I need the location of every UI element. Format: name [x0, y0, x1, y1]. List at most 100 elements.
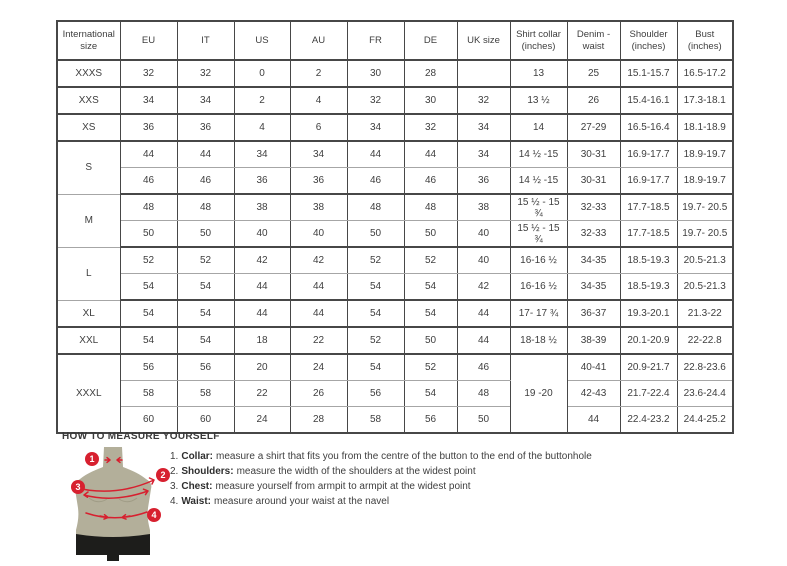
- table-row-xxl: XXL 54 54 18 22 52 50 44 18-18 ½ 38-39 2…: [56, 327, 734, 355]
- measure-point-4-badge: [147, 508, 161, 522]
- table-cell: 18.9-19.7: [676, 167, 734, 195]
- measure-item-text: measure yourself from armpit to armpit a…: [215, 481, 471, 492]
- table-cell: 30-31: [566, 141, 621, 168]
- table-cell: 16-16 ½: [509, 273, 568, 301]
- table-cell: 15.4-16.1: [619, 87, 678, 115]
- table-cell: 54: [119, 273, 178, 301]
- table-cell: 16.9-17.7: [619, 167, 678, 195]
- table-cell: [456, 60, 511, 88]
- table-cell: 42: [456, 273, 511, 301]
- table-cell: 52: [119, 247, 178, 274]
- table-cell: 22: [289, 327, 348, 355]
- measure-point-badges: 1 2 3 4: [71, 452, 170, 522]
- table-cell: 36: [233, 167, 291, 195]
- table-cell: 44: [456, 327, 511, 355]
- table-cell: 6: [289, 114, 348, 142]
- table-cell: 56: [176, 354, 235, 381]
- size-chart-table: International size EU IT US AU FR DE UK …: [56, 20, 734, 434]
- table-row-xl: XL 54 54 44 44 54 54 44 17- 17 ¾ 36-37 1…: [56, 300, 734, 328]
- table-cell: 18.1-18.9: [676, 114, 734, 142]
- table-cell: 32-33: [566, 220, 621, 248]
- table-cell: 18-18 ½: [509, 327, 568, 355]
- table-cell: 44: [233, 300, 291, 328]
- table-cell: 13 ½: [509, 87, 568, 115]
- table-row-xxxl-3: 60 60 24 28 58 56 50 44 22.4-23.2 24.4-2…: [57, 406, 734, 434]
- table-cell: 56: [346, 380, 405, 407]
- table-cell: 24: [289, 354, 348, 381]
- table-cell: 48: [176, 194, 235, 221]
- table-cell: 4: [233, 114, 291, 142]
- measure-item-label: Collar:: [181, 451, 214, 462]
- col-header-de: DE: [403, 21, 458, 61]
- table-cell: 46: [119, 167, 178, 195]
- table-cell: 34: [176, 87, 235, 115]
- table-cell: 36: [119, 114, 178, 142]
- table-cell: 52: [403, 354, 458, 381]
- measure-point-2-badge: [156, 468, 170, 482]
- table-cell: 19 -20: [509, 354, 568, 434]
- table-cell: 36-37: [566, 300, 621, 328]
- table-cell: 52: [346, 327, 405, 355]
- table-cell: 15 ½ - 15 ¾: [509, 194, 568, 221]
- table-cell: 32: [456, 87, 511, 115]
- table-row-l-1: L 52 52 42 42 52 52 40 16-16 ½ 34-35 18.…: [56, 247, 734, 301]
- table-cell: 19.3-20.1: [619, 300, 678, 328]
- table-cell: 46: [403, 167, 458, 195]
- table-cell: 44: [346, 141, 405, 168]
- table-cell: 36: [289, 167, 348, 195]
- table-cell: 32: [403, 114, 458, 142]
- col-header-us: US: [233, 21, 291, 61]
- col-header-bust: Bust (inches): [676, 21, 734, 61]
- table-cell: 42: [233, 247, 291, 274]
- size-label-cell: S: [56, 141, 121, 195]
- table-cell: 44: [119, 141, 178, 168]
- table-cell: 25: [566, 60, 621, 88]
- mannequin-torso: [74, 447, 152, 555]
- table-cell: 30-31: [566, 167, 621, 195]
- table-cell: 54: [403, 300, 458, 328]
- table-cell: 38: [233, 194, 291, 221]
- measure-item-text: measure a shirt that fits you from the c…: [216, 451, 592, 462]
- table-cell: 48: [403, 194, 458, 221]
- table-cell: 16.5-16.4: [619, 114, 678, 142]
- table-cell: 32: [119, 60, 178, 88]
- table-cell: 30: [403, 87, 458, 115]
- table-cell: 18: [233, 327, 291, 355]
- table-cell: 50: [403, 327, 458, 355]
- table-cell: 48: [346, 194, 405, 221]
- mannequin-shorts-tab: [107, 555, 119, 561]
- mannequin-illustration: 1 2 3 4: [71, 447, 170, 561]
- table-cell: 22-22.8: [676, 327, 734, 355]
- table-cell: 40: [456, 247, 511, 274]
- table-cell: 16-16 ½: [509, 247, 568, 274]
- table-row-xxxs: XXXS 32 32 0 2 30 28 13 25 15.1-15.7 16.…: [56, 60, 734, 88]
- table-cell: 2: [233, 87, 291, 115]
- table-row-xxs: XXS 34 34 2 4 32 30 32 13 ½ 26 15.4-16.1…: [56, 87, 734, 115]
- table-cell: 44: [456, 300, 511, 328]
- table-cell: 46: [176, 167, 235, 195]
- table-cell: 52: [176, 247, 235, 274]
- table-cell: 46: [456, 354, 511, 381]
- table-cell: 54: [346, 273, 405, 301]
- table-cell: 34: [456, 114, 511, 142]
- table-cell: 58: [346, 406, 405, 434]
- table-cell: 48: [119, 194, 178, 221]
- table-cell: 54: [176, 273, 235, 301]
- col-header-shoulder: Shoulder (inches): [619, 21, 678, 61]
- table-cell: 56: [119, 354, 178, 381]
- table-cell: 50: [176, 220, 235, 248]
- col-header-eu: EU: [119, 21, 178, 61]
- table-row-xs: XS 36 36 4 6 34 32 34 14 27-29 16.5-16.4…: [56, 114, 734, 142]
- table-cell: 15.1-15.7: [619, 60, 678, 88]
- table-cell: 50: [456, 406, 511, 434]
- table-cell: 56: [403, 406, 458, 434]
- col-header-it: IT: [176, 21, 235, 61]
- table-cell: 44: [289, 300, 348, 328]
- size-label-cell: XXS: [56, 87, 121, 115]
- table-cell: 44: [233, 273, 291, 301]
- size-label-cell: XS: [56, 114, 121, 142]
- chest-measure-arc: [83, 488, 149, 499]
- table-cell: 16.5-17.2: [676, 60, 734, 88]
- table-cell: 21.3-22: [676, 300, 734, 328]
- table-cell: 54: [346, 300, 405, 328]
